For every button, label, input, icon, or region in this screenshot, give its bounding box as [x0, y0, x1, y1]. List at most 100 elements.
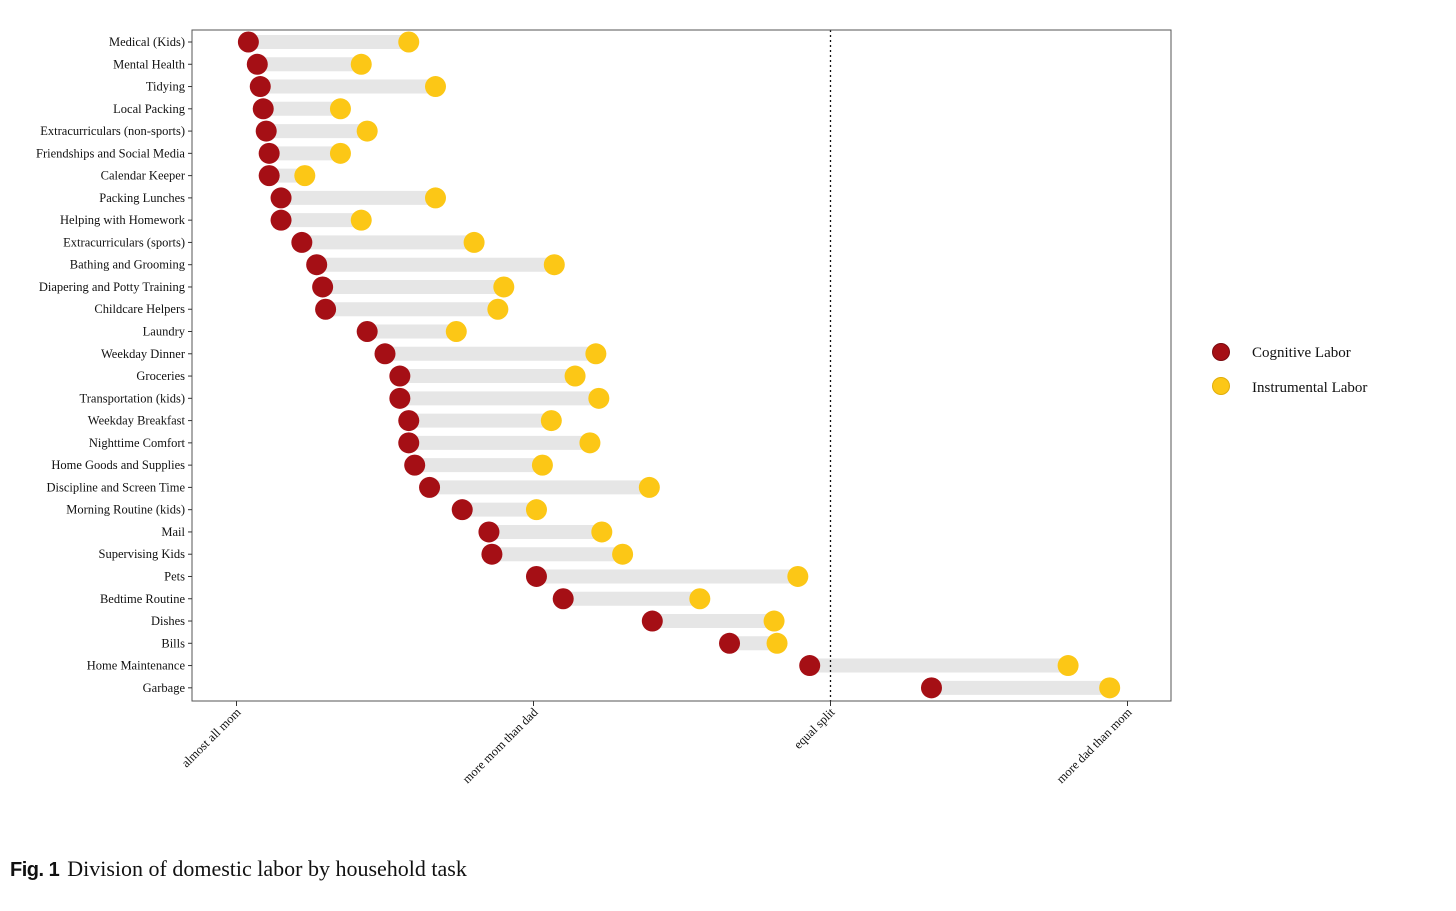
- cognitive-point: [799, 655, 821, 677]
- legend-label-cognitive: Cognitive Labor: [1252, 345, 1351, 361]
- cognitive-point: [374, 343, 396, 365]
- y-tick-label: Diapering and Potty Training: [39, 280, 186, 294]
- cognitive-point: [525, 565, 547, 587]
- y-tick-label: Supervising Kids: [99, 547, 186, 561]
- figure-title: Division of domestic labor by household …: [67, 856, 467, 881]
- cognitive-point: [258, 165, 280, 187]
- cognitive-point: [451, 499, 473, 521]
- cognitive-point: [291, 231, 313, 253]
- instrumental-point: [787, 565, 809, 587]
- y-tick-label: Transportation (kids): [80, 391, 185, 405]
- x-tick-label: equal split: [791, 705, 838, 752]
- instrumental-point: [766, 632, 788, 654]
- instrumental-point: [463, 231, 485, 253]
- cognitive-point: [252, 98, 274, 120]
- instrumental-point: [1099, 677, 1121, 699]
- instrumental-point: [689, 588, 711, 610]
- y-tick-label: Bills: [161, 636, 185, 650]
- y-tick-label: Garbage: [143, 681, 186, 695]
- instrumental-point: [540, 410, 562, 432]
- y-tick-label: Calendar Keeper: [101, 169, 186, 183]
- cognitive-point: [920, 677, 942, 699]
- y-tick-label: Pets: [164, 569, 185, 583]
- instrumental-point: [564, 365, 586, 387]
- instrumental-point: [445, 321, 467, 343]
- y-tick-label: Home Goods and Supplies: [51, 458, 185, 472]
- cognitive-point: [641, 610, 663, 632]
- cognitive-point: [356, 321, 378, 343]
- y-tick-label: Medical (Kids): [109, 35, 185, 49]
- cognitive-point: [719, 632, 741, 654]
- figure-label: Fig. 1: [10, 859, 60, 881]
- y-tick-label: Bathing and Grooming: [70, 258, 186, 272]
- y-tick-label: Extracurriculars (non-sports): [40, 124, 185, 138]
- instrumental-point: [329, 98, 351, 120]
- y-tick-label: Home Maintenance: [87, 659, 186, 673]
- y-tick-label: Local Packing: [113, 102, 186, 116]
- instrumental-point: [398, 31, 420, 53]
- instrumental-point: [493, 276, 515, 298]
- cognitive-point: [419, 476, 441, 498]
- chart: Medical (Kids) Mental Health Tidying Local …: [36, 29, 1367, 786]
- instrumental-point: [329, 142, 351, 164]
- cognitive-point: [478, 521, 500, 543]
- y-tick-label: Dishes: [151, 614, 185, 628]
- instrumental-point: [525, 499, 547, 521]
- x-tick-label: more mom than dad: [460, 705, 541, 786]
- instrumental-point: [591, 521, 613, 543]
- cognitive-point: [255, 120, 277, 142]
- instrumental-point: [424, 187, 446, 209]
- cognitive-point: [237, 31, 259, 53]
- instrumental-point: [588, 387, 610, 409]
- cognitive-point: [398, 432, 420, 454]
- legend: Cognitive Labor Instrumental Labor: [1212, 343, 1367, 396]
- y-tick-label: Childcare Helpers: [94, 302, 185, 316]
- cognitive-point: [270, 187, 292, 209]
- instrumental-point: [585, 343, 607, 365]
- data-points: [237, 31, 1121, 699]
- instrumental-point: [350, 53, 372, 75]
- y-tick-label: Bedtime Routine: [100, 592, 186, 606]
- instrumental-point: [612, 543, 634, 565]
- cognitive-point: [315, 298, 337, 320]
- y-tick-label: Nighttime Comfort: [89, 436, 186, 450]
- cognitive-point: [404, 454, 426, 476]
- cognitive-point: [249, 76, 271, 98]
- cognitive-point: [481, 543, 503, 565]
- y-tick-label: Weekday Breakfast: [88, 414, 186, 428]
- cognitive-point: [246, 53, 268, 75]
- y-tick-label: Groceries: [136, 369, 185, 383]
- y-tick-label: Discipline and Screen Time: [46, 480, 185, 494]
- x-tick-label: almost all mom: [179, 705, 244, 770]
- instrumental-point: [356, 120, 378, 142]
- y-tick-label: Weekday Dinner: [101, 347, 186, 361]
- instrumental-point: [531, 454, 553, 476]
- legend-dot-instrumental: [1212, 377, 1230, 395]
- y-tick-label: Mail: [161, 525, 185, 539]
- instrumental-point: [763, 610, 785, 632]
- legend-label-instrumental: Instrumental Labor: [1252, 380, 1367, 396]
- y-tick-label: Packing Lunches: [99, 191, 185, 205]
- instrumental-point: [294, 165, 316, 187]
- instrumental-point: [487, 298, 509, 320]
- y-tick-label: Mental Health: [113, 57, 186, 71]
- cognitive-point: [389, 387, 411, 409]
- cognitive-point: [398, 410, 420, 432]
- y-tick-label: Extracurriculars (sports): [63, 235, 185, 249]
- cognitive-point: [312, 276, 334, 298]
- cognitive-point: [552, 588, 574, 610]
- instrumental-point: [1057, 655, 1079, 677]
- y-tick-label: Morning Routine (kids): [66, 503, 185, 517]
- instrumental-point: [543, 254, 565, 276]
- instrumental-point: [638, 476, 660, 498]
- instrumental-point: [350, 209, 372, 231]
- cognitive-point: [258, 142, 280, 164]
- y-tick-label: Tidying: [146, 80, 186, 94]
- cognitive-point: [389, 365, 411, 387]
- figure-caption: Fig. 1 Division of domestic labor by hous…: [10, 856, 467, 882]
- x-axis: almost all mom more mom than dad equal spl…: [179, 701, 1135, 786]
- legend-dot-cognitive: [1212, 343, 1230, 361]
- instrumental-point: [579, 432, 601, 454]
- instrumental-point: [424, 76, 446, 98]
- y-tick-label: Friendships and Social Media: [36, 146, 185, 160]
